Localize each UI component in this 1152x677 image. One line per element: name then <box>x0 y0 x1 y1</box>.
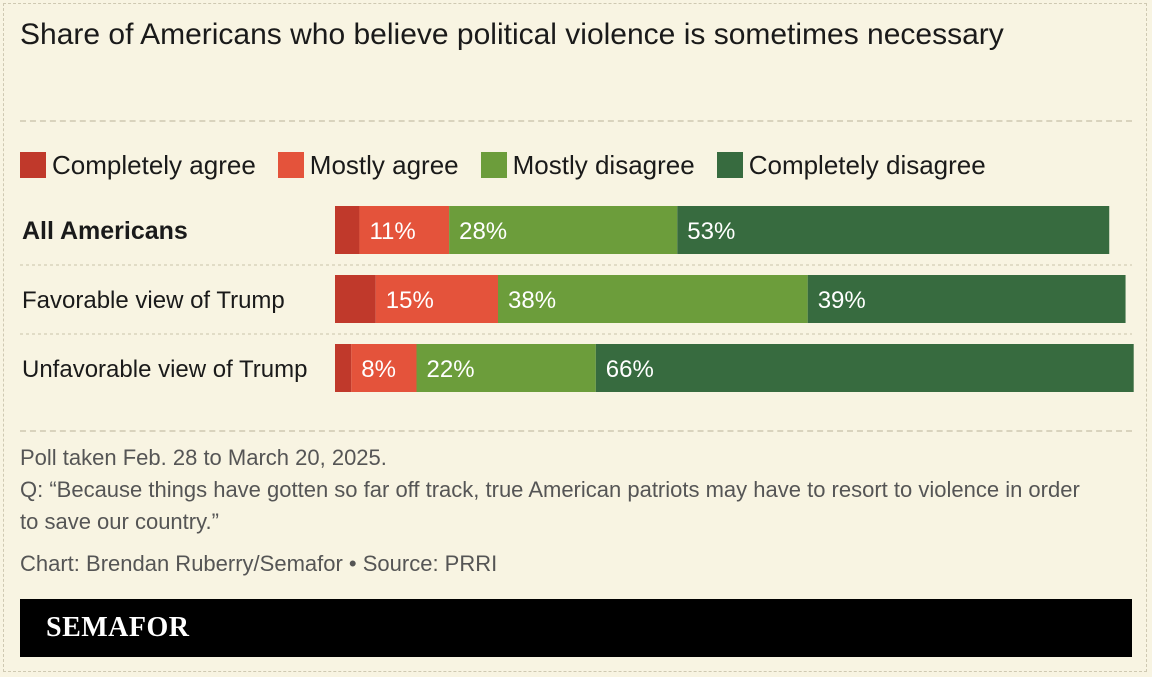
footer-divider <box>20 430 1132 432</box>
legend-swatch-completely-agree <box>20 152 46 178</box>
bar-mostly-disagree-favorable-view-of-trump <box>498 275 808 323</box>
chart-legend: Completely agree Mostly agree Mostly dis… <box>20 148 1008 182</box>
chart-frame <box>3 3 1147 672</box>
data-label-completely-disagree-all-americans: 53% <box>687 218 735 245</box>
bar-mostly-disagree-unfavorable-view-of-trump <box>416 344 596 392</box>
chart-title: Share of Americans who believe political… <box>20 18 1004 51</box>
chart-credit: Chart: Brendan Ruberry/Semafor • Source:… <box>20 551 498 576</box>
data-label-completely-disagree-unfavorable-view-of-trump: 66% <box>606 356 654 383</box>
legend-item-mostly-disagree: Mostly disagree <box>480 149 695 181</box>
bar-completely-agree-all-americans <box>335 206 360 254</box>
legend-swatch-mostly-agree <box>277 152 304 178</box>
bar-completely-agree-favorable-view-of-trump <box>335 275 376 323</box>
legend-item-mostly-agree: Mostly agree <box>277 149 459 181</box>
brand-logo: SEMAFOR <box>46 612 190 643</box>
legend-label-mostly-agree: Mostly agree <box>309 149 459 180</box>
data-label-mostly-agree-favorable-view-of-trump: 15% <box>386 287 434 314</box>
data-label-mostly-disagree-unfavorable-view-of-trump: 22% <box>427 356 475 383</box>
legend-swatch-completely-disagree <box>716 152 743 178</box>
bar-completely-disagree-all-americans <box>677 206 1110 254</box>
legend-label-mostly-disagree: Mostly disagree <box>512 149 695 180</box>
category-label-unfavorable-view-of-trump: Unfavorable view of Trump <box>22 356 307 383</box>
bar-mostly-agree-all-americans <box>359 206 450 254</box>
legend-label-completely-agree: Completely agree <box>52 149 256 180</box>
bar-completely-disagree-favorable-view-of-trump <box>807 275 1126 323</box>
legend-item-completely-agree: Completely agree <box>20 150 256 181</box>
data-label-mostly-disagree-all-americans: 28% <box>459 218 507 245</box>
legend-item-completely-disagree: Completely disagree <box>716 149 986 181</box>
data-label-mostly-disagree-favorable-view-of-trump: 38% <box>508 287 556 314</box>
bar-mostly-agree-favorable-view-of-trump <box>375 275 498 323</box>
category-label-favorable-view-of-trump: Favorable view of Trump <box>22 287 285 314</box>
legend-label-completely-disagree: Completely disagree <box>748 149 986 180</box>
bar-mostly-disagree-all-americans <box>449 206 678 254</box>
bar-mostly-agree-unfavorable-view-of-trump <box>351 344 417 392</box>
legend-swatch-mostly-disagree <box>480 152 507 178</box>
poll-date-note: Poll taken Feb. 28 to March 20, 2025. <box>20 445 387 470</box>
data-label-completely-disagree-favorable-view-of-trump: 39% <box>818 287 866 314</box>
data-label-mostly-agree-all-americans: 11% <box>369 218 415 245</box>
brand-bar: SEMAFOR <box>20 599 1132 657</box>
bar-completely-agree-unfavorable-view-of-trump <box>335 344 352 392</box>
data-label-mostly-agree-unfavorable-view-of-trump: 8% <box>361 356 396 383</box>
bar-completely-disagree-unfavorable-view-of-trump <box>595 344 1134 392</box>
question-note: Q: “Because things have gotten so far of… <box>20 477 1080 534</box>
stacked-bar-chart: All Americans 11% 28% 53% Favorable view of … <box>20 206 1134 392</box>
title-divider <box>20 120 1132 122</box>
category-label-all-americans: All Americans <box>22 217 188 245</box>
